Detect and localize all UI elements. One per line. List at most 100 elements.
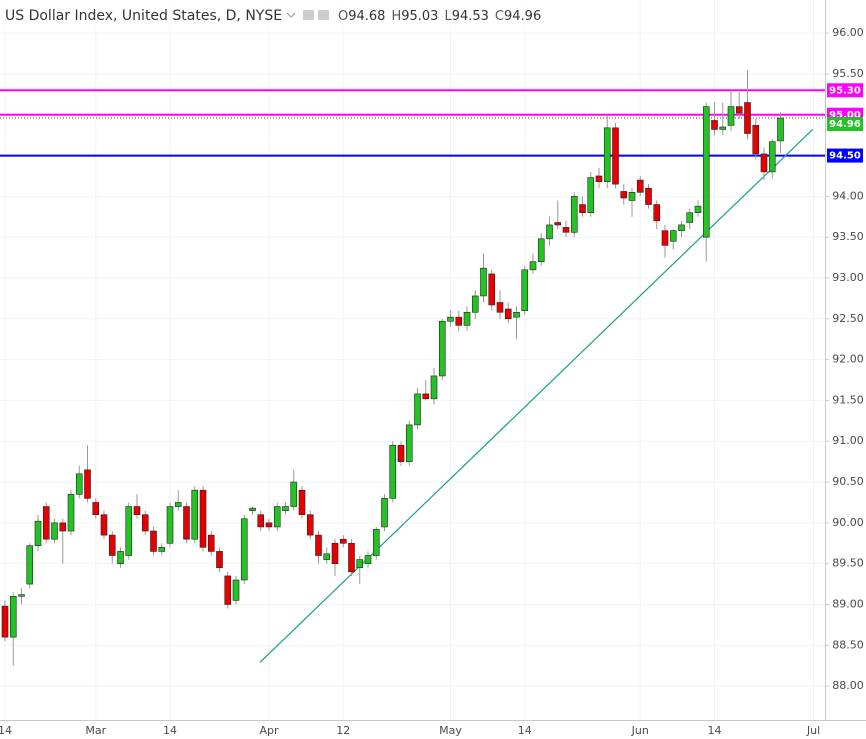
plot: [0, 69, 825, 666]
level-tag: [827, 83, 863, 98]
candle-body: [125, 506, 133, 556]
y-tick-label: 88.50: [832, 638, 864, 651]
candle-body: [150, 530, 157, 552]
y-tick-label: 95.50: [832, 67, 864, 80]
candle-body: [513, 311, 520, 318]
trendline: [259, 129, 814, 663]
ohlc-values: O94.68 H95.03 L94.53 C94.96: [338, 9, 541, 24]
candle-body: [34, 520, 42, 547]
candle-body: [455, 316, 463, 326]
candle-body: [438, 320, 446, 377]
level-label: 95.30: [829, 85, 861, 96]
y-tick-label: 93.50: [832, 230, 864, 243]
candle-body: [257, 514, 265, 528]
candle-body: [207, 534, 215, 552]
level-label: 95.00: [829, 110, 861, 121]
x-tick-label: Jun: [631, 724, 649, 737]
x-tick-label: 14: [0, 724, 12, 737]
candle-body: [100, 514, 108, 536]
candle-body: [389, 445, 397, 499]
eye-icon[interactable]: [303, 10, 314, 20]
candle-body: [339, 538, 347, 544]
candle-body: [364, 555, 372, 564]
x-tick-label: Apr: [259, 724, 279, 737]
ohlc-value: 94.68: [348, 9, 385, 24]
candle-body: [405, 424, 413, 462]
candle-body: [727, 106, 735, 126]
candle-body: [645, 187, 652, 205]
candle-body: [595, 175, 603, 182]
candle-body: [702, 106, 710, 238]
y-tick-label: 94.00: [832, 189, 864, 202]
candle-body: [744, 102, 751, 134]
candle-body: [669, 230, 677, 242]
y-tick-label: 91.50: [832, 393, 864, 406]
candle-body: [315, 534, 322, 556]
ohlc-value: 94.96: [504, 9, 541, 24]
ohlc-value: 94.53: [452, 9, 489, 24]
axis-labels: 88.00 88.50 89.00 89.50 90.00 90.50 91.00 91.50…: [0, 26, 864, 737]
candle-body: [298, 489, 306, 515]
candle-body: [18, 594, 25, 597]
level-tag: [827, 148, 863, 163]
candle-body: [521, 269, 529, 311]
candle-body: [612, 127, 619, 185]
x-tick-label: May: [439, 724, 462, 737]
candle-body: [1, 605, 9, 638]
ohlc-label: H: [391, 9, 401, 24]
candle-body: [158, 547, 166, 552]
last-price-label: 94.96: [829, 119, 861, 130]
candle-body: [133, 506, 141, 515]
candle-body: [537, 238, 545, 262]
candle-body: [694, 205, 702, 213]
level-label: 94.50: [829, 151, 861, 162]
candle-body: [628, 191, 636, 201]
candle-body: [273, 506, 281, 528]
x-tick-label: Mar: [85, 724, 106, 737]
candle-body: [166, 506, 174, 544]
candle-body: [678, 224, 685, 231]
candle-body: [447, 316, 454, 322]
candle-body: [496, 302, 504, 313]
candle-body: [661, 230, 669, 246]
candle-body: [463, 311, 471, 326]
candle-body: [422, 393, 430, 400]
last-price-tag: [827, 117, 863, 132]
candle-body: [141, 514, 149, 532]
candle-body: [760, 153, 768, 173]
candle-body: [59, 522, 67, 532]
candle-body: [265, 522, 273, 528]
y-tick-label: 91.00: [832, 434, 864, 447]
dropdown-icon[interactable]: [286, 12, 296, 18]
candle-body: [529, 261, 537, 271]
candle-body: [92, 502, 100, 515]
y-tick-label: 88.00: [832, 679, 864, 692]
candle-body: [183, 506, 190, 540]
y-tick-label: 89.50: [832, 557, 864, 570]
candle-body: [562, 227, 570, 233]
y-tick-label: 96.00: [832, 26, 864, 39]
candle-body: [331, 542, 339, 564]
candle-body: [108, 534, 116, 556]
candle-body: [117, 551, 124, 564]
settings-icon[interactable]: [318, 10, 329, 20]
candle-body: [191, 489, 199, 540]
candle-body: [75, 473, 83, 495]
y-tick-label: 93.00: [832, 271, 864, 284]
candle-body: [216, 551, 223, 569]
candle-body: [471, 295, 479, 313]
candle-body: [397, 445, 405, 462]
candle-body: [249, 507, 256, 511]
header: US Dollar Index, United States, D, NYSE …: [0, 0, 600, 30]
y-tick-label: 89.00: [832, 597, 864, 610]
ohlc-value: 95.03: [401, 9, 438, 24]
x-tick-label: 14: [708, 724, 722, 737]
candle-body: [240, 518, 248, 581]
candle-body: [51, 522, 58, 540]
candle-body: [480, 267, 487, 297]
chart-title: US Dollar Index, United States, D, NYSE: [5, 8, 282, 24]
candle-body: [570, 196, 578, 233]
candle-body: [768, 141, 776, 173]
